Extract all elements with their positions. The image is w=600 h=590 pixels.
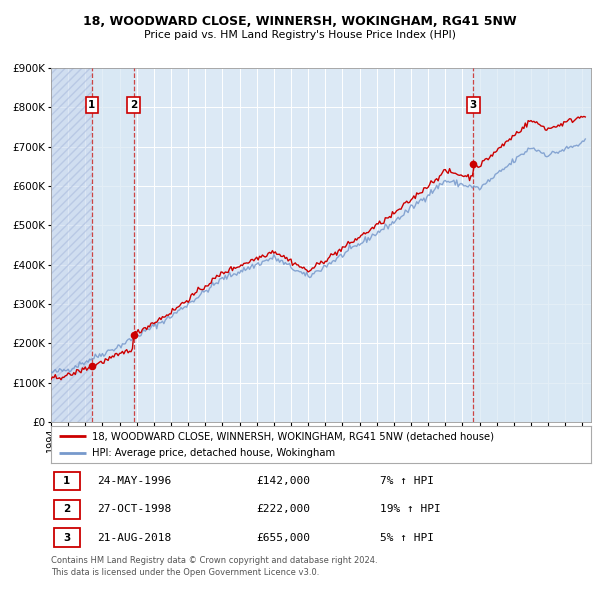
- Text: HPI: Average price, detached house, Wokingham: HPI: Average price, detached house, Woki…: [91, 448, 335, 458]
- Bar: [473, 68, 591, 422]
- Bar: [92, 68, 134, 422]
- Bar: [51, 68, 92, 422]
- Text: 27-OCT-1998: 27-OCT-1998: [97, 504, 171, 514]
- Text: £655,000: £655,000: [256, 533, 310, 543]
- FancyBboxPatch shape: [54, 500, 80, 519]
- Text: 7% ↑ HPI: 7% ↑ HPI: [380, 476, 434, 486]
- Text: Contains HM Land Registry data © Crown copyright and database right 2024.
This d: Contains HM Land Registry data © Crown c…: [51, 556, 377, 576]
- Text: £142,000: £142,000: [256, 476, 310, 486]
- FancyBboxPatch shape: [54, 529, 80, 547]
- Text: 5% ↑ HPI: 5% ↑ HPI: [380, 533, 434, 543]
- Text: 21-AUG-2018: 21-AUG-2018: [97, 533, 171, 543]
- Text: 2: 2: [63, 504, 70, 514]
- Text: 1: 1: [63, 476, 70, 486]
- Text: 18, WOODWARD CLOSE, WINNERSH, WOKINGHAM, RG41 5NW: 18, WOODWARD CLOSE, WINNERSH, WOKINGHAM,…: [83, 15, 517, 28]
- Text: 3: 3: [63, 533, 70, 543]
- Text: 1: 1: [88, 100, 95, 110]
- FancyBboxPatch shape: [54, 472, 80, 490]
- Text: Price paid vs. HM Land Registry's House Price Index (HPI): Price paid vs. HM Land Registry's House …: [144, 30, 456, 40]
- Text: 3: 3: [470, 100, 477, 110]
- Text: 19% ↑ HPI: 19% ↑ HPI: [380, 504, 441, 514]
- Text: 18, WOODWARD CLOSE, WINNERSH, WOKINGHAM, RG41 5NW (detached house): 18, WOODWARD CLOSE, WINNERSH, WOKINGHAM,…: [91, 431, 493, 441]
- Text: 2: 2: [130, 100, 137, 110]
- Text: £222,000: £222,000: [256, 504, 310, 514]
- Text: 24-MAY-1996: 24-MAY-1996: [97, 476, 171, 486]
